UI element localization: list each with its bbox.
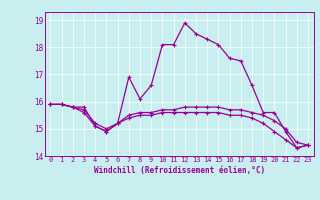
X-axis label: Windchill (Refroidissement éolien,°C): Windchill (Refroidissement éolien,°C) [94, 166, 265, 175]
